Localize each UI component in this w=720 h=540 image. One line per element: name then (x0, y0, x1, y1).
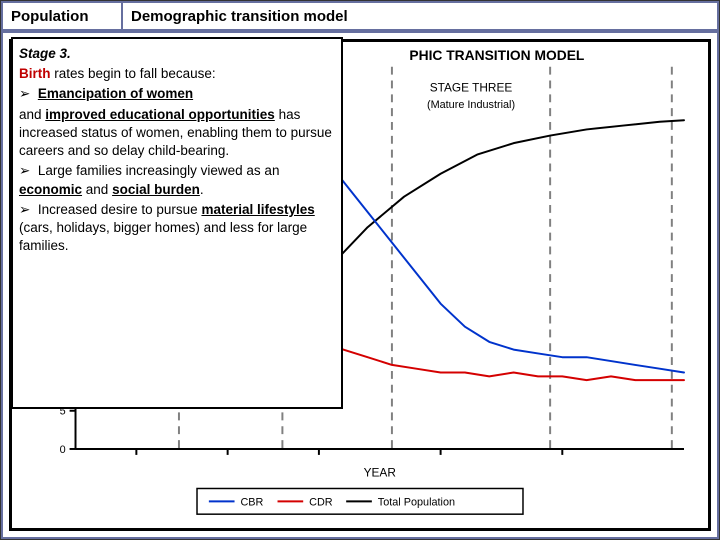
material-text: material lifestyles (201, 202, 314, 217)
period1: . (200, 182, 204, 197)
header-row: Population Demographic transition model (1, 1, 719, 31)
education-text: improved educational opportunities (45, 107, 275, 122)
svg-text:Total Population: Total Population (378, 496, 455, 508)
header-population: Population (1, 1, 121, 31)
and-text: and (19, 107, 45, 122)
svg-text:CDR: CDR (309, 496, 333, 508)
economic-text: economic (19, 182, 82, 197)
rates-fall-text: rates begin to fall because: (51, 66, 216, 81)
slide-frame: Population Demographic transition model … (0, 0, 720, 540)
and2-text: and (82, 182, 112, 197)
birth-word: Birth (19, 66, 51, 81)
emancipation-text: Emancipation of women (38, 86, 193, 101)
svg-text:0: 0 (60, 444, 66, 456)
svg-text:PHIC TRANSITION MODEL: PHIC TRANSITION MODEL (409, 47, 585, 63)
desire-text: Increased desire to pursue (38, 202, 202, 217)
stage-title: Stage 3. (19, 46, 71, 61)
svg-text:CBR: CBR (240, 496, 263, 508)
stage3-textbox: Stage 3. Birth rates begin to fall becau… (11, 37, 343, 409)
social-burden-text: social burden (112, 182, 200, 197)
cars-text: (cars, holidays, bigger homes) and less … (19, 220, 307, 253)
svg-text:STAGE THREE: STAGE THREE (430, 80, 513, 94)
svg-text:YEAR: YEAR (364, 466, 396, 480)
large-families-text: Large families increasingly viewed as an (38, 163, 280, 178)
svg-text:(Mature Industrial): (Mature Industrial) (427, 99, 515, 111)
header-title: Demographic transition model (121, 1, 719, 31)
